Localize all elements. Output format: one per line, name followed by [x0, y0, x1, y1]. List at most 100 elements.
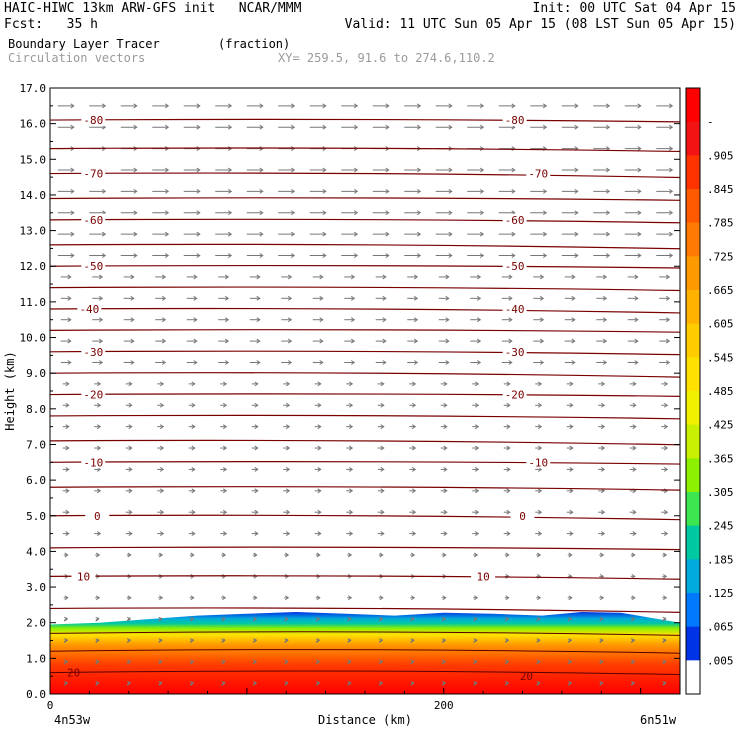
vector-head — [504, 680, 510, 686]
vector-head — [158, 680, 163, 686]
vector-head — [474, 381, 480, 387]
vector-head — [191, 402, 196, 408]
vector-head — [379, 552, 384, 558]
vector-head — [542, 124, 548, 130]
vector-head — [353, 167, 359, 173]
vector-head — [70, 231, 75, 237]
vector-head — [65, 424, 70, 430]
vector-head — [668, 210, 674, 216]
vector-head — [65, 509, 70, 515]
vector-head — [133, 231, 138, 237]
colorbar-label: .305 — [707, 486, 734, 499]
isotherm-line — [50, 197, 680, 201]
vector-head — [413, 338, 419, 344]
vector-shaft — [284, 638, 289, 643]
vector-head — [637, 231, 642, 237]
vector-shaft — [473, 660, 478, 664]
vector-head — [634, 338, 639, 344]
vector-head — [605, 103, 611, 109]
vector-shaft — [473, 638, 478, 643]
vector-head — [473, 680, 478, 686]
vector-head — [164, 188, 170, 194]
vector-head — [605, 124, 611, 130]
vector-head — [473, 659, 478, 665]
vector-head — [222, 424, 228, 430]
colorbar-label: .665 — [707, 284, 734, 297]
vector-head — [574, 124, 579, 130]
vector-head — [159, 424, 165, 430]
y-tick-label: 9.0 — [26, 367, 46, 380]
y-tick-label: 15.0 — [20, 153, 47, 166]
vector-head — [63, 680, 69, 686]
y-tick-label: 8.0 — [26, 403, 46, 416]
vector-shaft — [599, 638, 604, 643]
vector-head — [285, 467, 291, 472]
vector-head — [410, 680, 415, 686]
vector-head — [126, 616, 132, 622]
vector-head — [663, 402, 669, 408]
vector-head — [637, 103, 642, 109]
vector-head — [353, 124, 359, 130]
isotherm-label-bg — [85, 509, 110, 522]
vector-head — [222, 445, 228, 451]
colorbar-swatch — [686, 458, 700, 493]
vector-head — [70, 210, 75, 216]
vector-head — [70, 103, 75, 109]
vector-head — [567, 680, 573, 686]
vector-head — [536, 638, 541, 643]
vector-head — [539, 295, 545, 301]
vector-head — [542, 231, 548, 237]
vector-shaft — [504, 617, 509, 621]
isotherm-line — [50, 575, 680, 580]
isotherm-label: 10 — [77, 570, 90, 583]
vector-head — [353, 188, 359, 194]
vector-shaft — [662, 638, 667, 643]
vector-head — [413, 317, 419, 323]
vector-head — [101, 231, 107, 237]
vector-shaft — [252, 617, 257, 621]
vector-head — [416, 210, 422, 216]
vector-head — [599, 680, 604, 686]
vector-head — [319, 338, 324, 344]
vector-head — [98, 317, 104, 323]
vector-head — [67, 317, 72, 323]
vector-head — [252, 616, 258, 622]
vector-head — [508, 338, 513, 344]
vector-head — [348, 488, 354, 494]
y-tick-label: 3.0 — [26, 581, 46, 594]
vector-head — [193, 295, 198, 301]
vector-head — [663, 445, 669, 451]
colorbar-label: .065 — [707, 621, 734, 634]
vector-head — [479, 210, 485, 216]
vector-head — [63, 659, 69, 665]
vector-shaft — [189, 681, 194, 686]
colorbar-label: - — [707, 116, 714, 129]
vector-head — [539, 338, 545, 344]
isotherm-label-bg — [81, 213, 106, 226]
vector-head — [632, 467, 637, 472]
vector-shaft — [441, 660, 446, 664]
vector-head — [630, 638, 636, 643]
vector-head — [411, 402, 417, 408]
isotherm-label-bg — [502, 260, 527, 273]
vector-shaft — [630, 681, 635, 686]
vector-head — [64, 552, 69, 558]
vector-head — [159, 381, 165, 387]
vector-shaft — [189, 660, 194, 664]
vector-head — [632, 402, 637, 408]
vector-head — [196, 188, 201, 194]
vector-head — [222, 402, 228, 408]
vector-head — [504, 616, 510, 622]
vector-head — [190, 552, 195, 558]
vector-head — [316, 595, 321, 601]
vector-head — [537, 488, 543, 494]
vector-head — [474, 509, 480, 515]
isotherm-line — [50, 350, 680, 356]
vector-head — [221, 659, 226, 665]
vector-head — [189, 659, 195, 665]
colorbar-label: .545 — [707, 351, 734, 364]
vector-head — [506, 402, 511, 408]
vector-head — [632, 445, 637, 451]
vector-head — [569, 424, 574, 430]
vector-head — [252, 659, 258, 665]
